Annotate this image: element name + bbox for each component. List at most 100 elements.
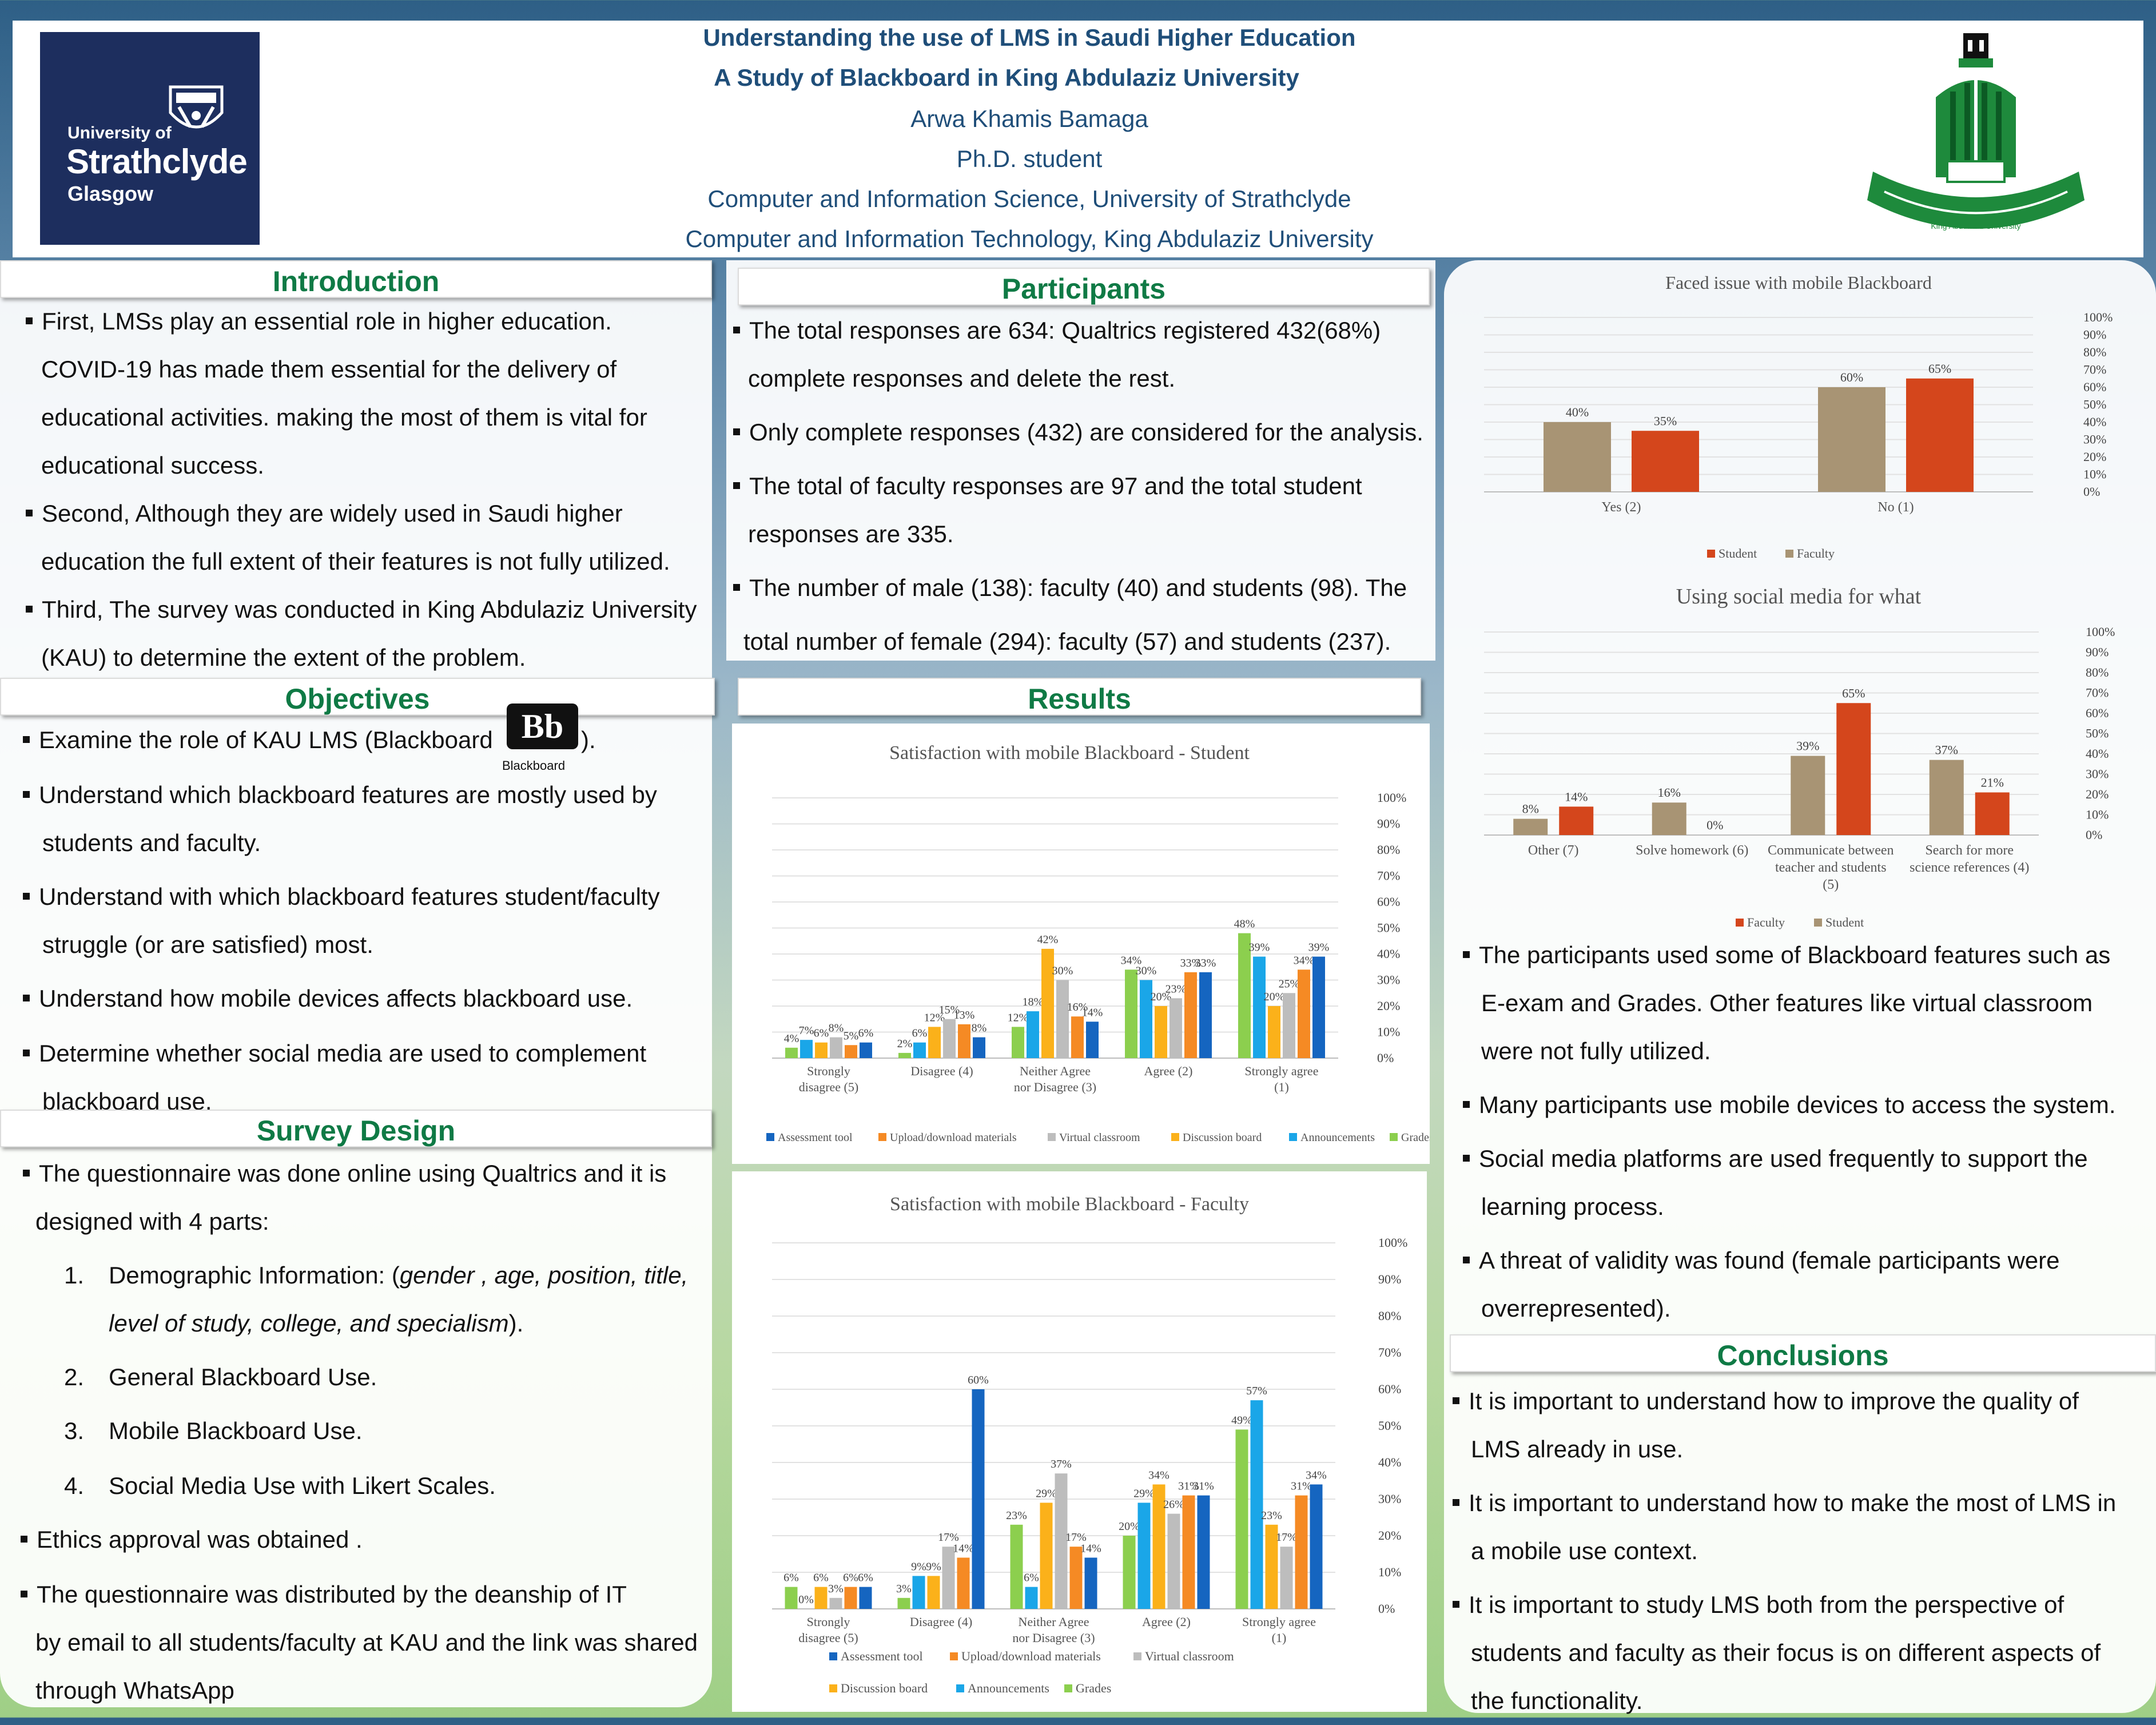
- conclusion-line-2: LMS already in use.: [1471, 1436, 1684, 1462]
- chart-social-media: Using social media for what 0% 10% 20% 30% 40…: [1444, 575, 2153, 935]
- affiliation-1: Computer and Information Science, Univer…: [707, 185, 1351, 212]
- bar: [860, 1042, 872, 1058]
- chart-title: Using social media for what: [1676, 585, 1922, 609]
- bar: [972, 1389, 985, 1609]
- y-tick-label: 100%: [1378, 1235, 1407, 1250]
- survey-num-4: 4.: [64, 1472, 85, 1499]
- bullet-icon: [1453, 1397, 1459, 1404]
- bullet-icon: [23, 892, 30, 900]
- blackboard-logo-caption: Blackboard: [502, 758, 566, 773]
- participants-line-2: complete responses and delete the rest.: [748, 365, 1176, 392]
- bar: [957, 1557, 970, 1609]
- category-label: nor Disagree (3): [1012, 1631, 1095, 1645]
- survey-num-2: 2.: [64, 1364, 85, 1390]
- y-tick-label: 10%: [1378, 1565, 1401, 1579]
- objectives-heading: Objectives: [0, 678, 715, 716]
- legend-swatch: [1064, 1684, 1072, 1692]
- y-tick-label: 100%: [1377, 790, 1406, 805]
- data-label: 6%: [843, 1572, 858, 1584]
- y-tick-label: 20%: [1377, 999, 1400, 1013]
- data-label: 6%: [912, 1027, 928, 1040]
- legend-label: Grades: [1401, 1131, 1430, 1144]
- intro-line-6: education the full extent of their featu…: [41, 548, 670, 575]
- bar: [1283, 993, 1295, 1058]
- data-label: 60%: [968, 1374, 989, 1386]
- category-label: Neither Agree: [1020, 1064, 1091, 1078]
- bar: [1086, 1022, 1099, 1058]
- bar: [1167, 1513, 1180, 1609]
- legend-swatch: [950, 1652, 958, 1660]
- data-label: 65%: [1928, 361, 1951, 376]
- survey-item-1: Demographic Information: (gender , age, …: [109, 1262, 689, 1289]
- legend-swatch: [1736, 919, 1744, 927]
- bar: [1199, 972, 1212, 1058]
- bar: [1152, 1484, 1165, 1609]
- data-label: 34%: [1121, 954, 1142, 967]
- bar: [845, 1045, 857, 1058]
- objective-line-3: students and faculty.: [42, 829, 261, 856]
- category-label: Agree (2): [1142, 1615, 1191, 1629]
- objective-line-6: Understand how mobile devices affects bl…: [23, 975, 633, 1023]
- data-label: 6%: [783, 1572, 799, 1584]
- survey-line-2: designed with 4 parts:: [35, 1208, 269, 1235]
- bar: [830, 1037, 842, 1058]
- bar: [973, 1037, 985, 1058]
- y-tick-label: 50%: [2086, 726, 2109, 741]
- data-label: 0%: [1706, 818, 1723, 832]
- blackboard-logo: Bb: [507, 703, 578, 749]
- chart-title: Satisfaction with mobile Blackboard - St…: [889, 742, 1250, 764]
- bar: [1012, 1027, 1024, 1058]
- bar: [1906, 378, 1974, 492]
- y-tick-label: 40%: [1378, 1455, 1401, 1469]
- bar: [1559, 806, 1594, 835]
- data-label: 34%: [1294, 954, 1315, 967]
- y-tick-label: 30%: [2086, 767, 2109, 781]
- bar: [913, 1042, 926, 1058]
- bar: [1818, 387, 1885, 492]
- strath-logo-line2: Strathclyde: [66, 142, 248, 181]
- objective-line-2: Understand which blackboard features are…: [23, 771, 657, 819]
- category-label: (5): [1823, 877, 1839, 892]
- legend-swatch: [766, 1133, 774, 1141]
- bullet-icon: [1463, 951, 1470, 958]
- bullet-icon: [23, 994, 30, 1001]
- bar: [1170, 998, 1182, 1058]
- bar: [814, 1587, 828, 1609]
- data-label: 16%: [1067, 1001, 1088, 1013]
- bar: [1295, 1495, 1308, 1609]
- bullet-icon: [1463, 1256, 1470, 1263]
- bullet-icon: [733, 428, 740, 435]
- right-column-panel: [1444, 260, 2156, 1713]
- objective-line-1: Examine the role of KAU LMS (Blackboard: [23, 716, 493, 764]
- bar: [785, 1047, 798, 1058]
- category-label: Solve homework (6): [1636, 843, 1748, 858]
- bullet-icon: [26, 605, 33, 613]
- data-label: 23%: [1261, 1509, 1282, 1522]
- y-tick-label: 80%: [2086, 665, 2109, 679]
- bullet-icon: [733, 583, 740, 591]
- legend-swatch: [1390, 1133, 1398, 1141]
- data-label: 14%: [1082, 1006, 1103, 1019]
- category-label: disagree (5): [799, 1080, 858, 1094]
- bar: [1791, 756, 1825, 835]
- legend-label: Assessment tool: [841, 1649, 923, 1663]
- bar: [943, 1019, 956, 1058]
- strath-logo-line1: University of: [67, 124, 172, 142]
- data-label: 6%: [858, 1572, 873, 1584]
- bar: [1312, 956, 1325, 1058]
- legend-label: Discussion board: [841, 1681, 928, 1695]
- legend-label: Upload/download materials: [961, 1649, 1101, 1663]
- data-label: 31%: [1193, 1480, 1214, 1493]
- bar: [1544, 422, 1611, 492]
- data-label: 30%: [1136, 965, 1157, 977]
- participants-line-4: The total of faculty responses are 97 an…: [733, 462, 1362, 510]
- data-label: 20%: [1119, 1520, 1140, 1533]
- legend-label: Student: [1825, 915, 1864, 929]
- category-label: Strongly agree: [1242, 1615, 1316, 1629]
- finding-line-3: were not fully utilized.: [1481, 1038, 1711, 1064]
- data-label: 34%: [1148, 1469, 1170, 1481]
- survey-line-1: The questionnaire was done online using …: [23, 1150, 666, 1198]
- bullet-icon: [1453, 1600, 1459, 1608]
- poster-title-line2: A Study of Blackboard in King Abdulaziz …: [714, 64, 1299, 91]
- conclusion-line-5: It is important to study LMS both from t…: [1453, 1581, 2064, 1629]
